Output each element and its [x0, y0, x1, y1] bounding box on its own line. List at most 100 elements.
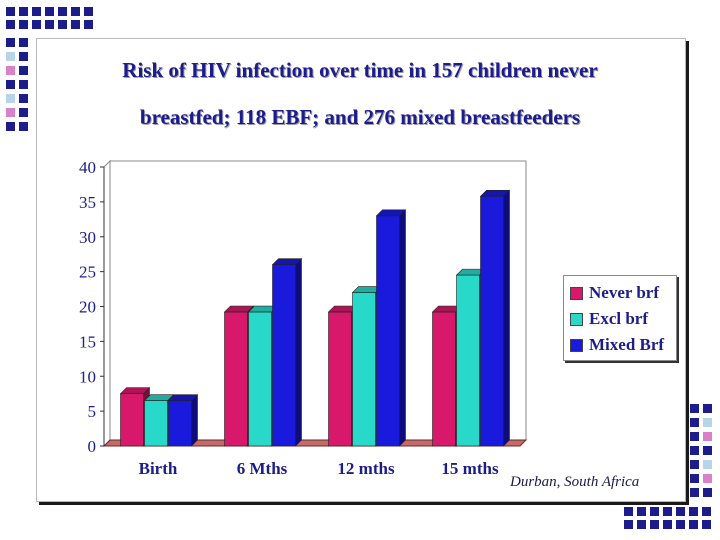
bar-front [456, 274, 480, 447]
deco-square-49 [703, 446, 712, 455]
bar-front [272, 264, 296, 447]
deco-square-48 [690, 446, 699, 455]
deco-square-42 [690, 404, 699, 413]
deco-square-2 [32, 7, 41, 16]
deco-square-23 [19, 94, 28, 103]
bar-side [295, 257, 302, 447]
deco-square-5 [71, 7, 80, 16]
chart-title-line-2: breastfed; 118 EBF; and 276 mixed breast… [139, 105, 581, 129]
deco-square-28 [624, 507, 633, 516]
deco-square-11 [58, 20, 67, 29]
y-tick-label-4: 20 [79, 298, 96, 317]
chart-legend: Never brf Excl brf Mixed Brf [563, 275, 677, 361]
deco-square-47 [703, 432, 712, 441]
deco-square-29 [637, 507, 646, 516]
legend-item-mixed-brf: Mixed Brf [570, 334, 664, 356]
x-tick-label-3: 15 mths [441, 459, 499, 478]
bar-mixed-brf-0 [167, 393, 199, 447]
legend-swatch-never-brf [570, 286, 583, 300]
deco-square-31 [663, 507, 672, 516]
bar-front [120, 393, 144, 447]
bar-front [352, 292, 376, 447]
bar-front [144, 400, 168, 447]
legend-swatch-mixed-brf [570, 338, 583, 352]
x-tick-label-2: 12 mths [337, 459, 395, 478]
deco-square-6 [84, 7, 93, 16]
bar-side [191, 393, 198, 447]
deco-square-17 [19, 52, 28, 61]
deco-square-35 [624, 520, 633, 529]
deco-square-7 [6, 20, 15, 29]
deco-square-52 [690, 474, 699, 483]
y-tick-label-7: 35 [79, 193, 96, 212]
deco-square-33 [689, 507, 698, 516]
bar-front [376, 215, 400, 447]
deco-square-53 [703, 474, 712, 483]
deco-square-21 [19, 80, 28, 89]
y-tick-label-1: 5 [88, 402, 97, 421]
bar-mixed-brf-2 [375, 209, 407, 447]
deco-square-15 [19, 38, 28, 47]
y-tick-label-3: 15 [79, 332, 96, 351]
location-caption: Durban, South Africa [510, 474, 640, 490]
bar-mixed-brf-3 [479, 189, 511, 447]
bar-side [503, 189, 510, 447]
deco-square-39 [676, 520, 685, 529]
legend-item-excl-brf: Excl brf [570, 308, 648, 330]
deco-square-34 [702, 507, 711, 516]
deco-square-27 [19, 122, 28, 131]
deco-square-46 [690, 432, 699, 441]
chart-title-line-1: Risk of HIV infection over time in 157 c… [122, 58, 598, 82]
deco-square-9 [32, 20, 41, 29]
y-tick-label-8: 40 [79, 158, 96, 177]
bar-front [480, 195, 504, 447]
deco-square-20 [6, 80, 15, 89]
legend-item-never-brf: Never brf [570, 282, 659, 304]
deco-square-51 [703, 460, 712, 469]
y-tick-label-6: 30 [79, 228, 96, 247]
deco-square-3 [45, 7, 54, 16]
deco-square-32 [676, 507, 685, 516]
bar-front [248, 311, 272, 447]
deco-square-19 [19, 66, 28, 75]
deco-square-44 [690, 418, 699, 427]
y-tick-label-0: 0 [88, 437, 97, 456]
deco-square-25 [19, 108, 28, 117]
deco-square-13 [84, 20, 93, 29]
legend-label-never-brf: Never brf [589, 283, 660, 302]
deco-square-40 [689, 520, 698, 529]
deco-square-38 [663, 520, 672, 529]
deco-square-45 [703, 418, 712, 427]
deco-square-0 [6, 7, 15, 16]
legend-swatch-excl-brf [570, 312, 583, 326]
bar-front [432, 311, 456, 447]
deco-square-26 [6, 122, 15, 131]
deco-square-22 [6, 94, 15, 103]
deco-square-4 [58, 7, 67, 16]
deco-square-18 [6, 66, 15, 75]
deco-square-8 [19, 20, 28, 29]
deco-square-41 [702, 520, 711, 529]
deco-square-36 [637, 520, 646, 529]
deco-square-12 [71, 20, 80, 29]
legend-label-excl-brf: Excl brf [589, 309, 649, 328]
deco-square-14 [6, 38, 15, 47]
deco-square-10 [45, 20, 54, 29]
deco-square-30 [650, 507, 659, 516]
deco-square-24 [6, 108, 15, 117]
legend-label-mixed-brf: Mixed Brf [589, 335, 665, 354]
deco-square-43 [703, 404, 712, 413]
chart-side-wall [103, 159, 111, 448]
y-tick-label-2: 10 [79, 367, 96, 386]
deco-square-50 [690, 460, 699, 469]
bar-front [224, 311, 248, 447]
bar-mixed-brf-1 [271, 257, 303, 447]
deco-square-37 [650, 520, 659, 529]
y-tick-label-5: 25 [79, 263, 96, 282]
x-tick-label-0: Birth [139, 459, 178, 478]
bar-side [399, 209, 406, 447]
bar-front [328, 311, 352, 447]
deco-square-55 [703, 488, 712, 497]
